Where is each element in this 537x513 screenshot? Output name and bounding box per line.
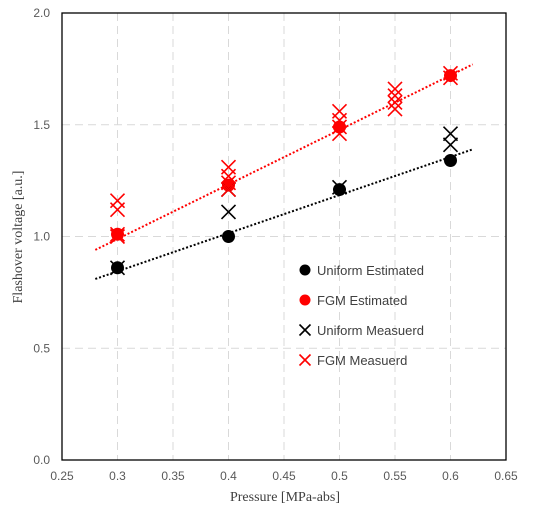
data-point xyxy=(331,119,348,135)
axes xyxy=(61,12,507,461)
data-point xyxy=(442,65,459,81)
data-point xyxy=(222,230,235,243)
y-axis-title: Flashover voltage [a.u.] xyxy=(11,171,26,304)
y-tick-label: 1.0 xyxy=(33,230,50,244)
legend-entry: FGM Measuerd xyxy=(298,353,407,368)
data-point xyxy=(109,260,126,276)
data-point xyxy=(333,183,346,197)
data-point xyxy=(331,179,348,195)
y-tick-label: 2.0 xyxy=(33,6,50,20)
x-tick-label: 0.65 xyxy=(494,469,518,483)
x-tick-label: 0.4 xyxy=(220,469,237,483)
grid xyxy=(62,13,506,460)
legend-label: FGM Estimated xyxy=(317,293,407,308)
tick-labels: 0.25 0.3 0.35 0.4 0.45 0.5 0.55 0.6 0.65 0.0 0.5 1.… xyxy=(33,6,518,483)
data-point xyxy=(387,88,403,104)
data-point xyxy=(444,69,457,83)
legend: Uniform Estimated FGM Estimated Uniform Me… xyxy=(298,263,424,368)
x-tick-label: 0.35 xyxy=(161,469,185,483)
data-point xyxy=(109,193,126,209)
data-point xyxy=(444,154,457,168)
data-point xyxy=(220,159,237,175)
legend-entry: Uniform Measuerd xyxy=(298,323,424,338)
legend-label: Uniform Estimated xyxy=(317,263,424,278)
data-points xyxy=(109,65,459,276)
legend-label: FGM Measuerd xyxy=(317,353,407,368)
data-point xyxy=(331,103,348,119)
data-point xyxy=(109,228,126,245)
y-tick-label: 0.5 xyxy=(33,341,50,355)
y-tick-label: 0.0 xyxy=(33,453,50,467)
data-point xyxy=(220,204,237,220)
data-point xyxy=(222,178,235,192)
data-point xyxy=(109,226,126,242)
data-point xyxy=(442,126,459,142)
x-tick-label: 0.45 xyxy=(272,469,296,483)
x-tick-label: 0.6 xyxy=(442,469,459,483)
x-tick-label: 0.5 xyxy=(331,469,348,483)
data-point xyxy=(220,175,237,191)
x-axis-title: Pressure [MPa-abs] xyxy=(230,490,340,505)
data-point xyxy=(442,137,459,153)
legend-label: Uniform Measuerd xyxy=(317,323,424,338)
legend-entry: Uniform Estimated xyxy=(299,263,424,278)
data-point xyxy=(442,70,459,86)
trendline xyxy=(94,148,474,280)
plot-frame xyxy=(61,12,507,461)
x-tick-label: 0.25 xyxy=(50,469,74,483)
data-point xyxy=(387,81,403,97)
x-tick-label: 0.55 xyxy=(383,469,407,483)
legend-entry: FGM Estimated xyxy=(299,293,407,308)
x-tick-label: 0.3 xyxy=(109,469,126,483)
data-point xyxy=(331,126,348,142)
y-tick-label: 1.5 xyxy=(33,118,50,132)
data-point xyxy=(387,94,403,110)
data-point xyxy=(220,181,237,198)
data-point xyxy=(387,101,403,117)
trendlines xyxy=(94,63,474,280)
